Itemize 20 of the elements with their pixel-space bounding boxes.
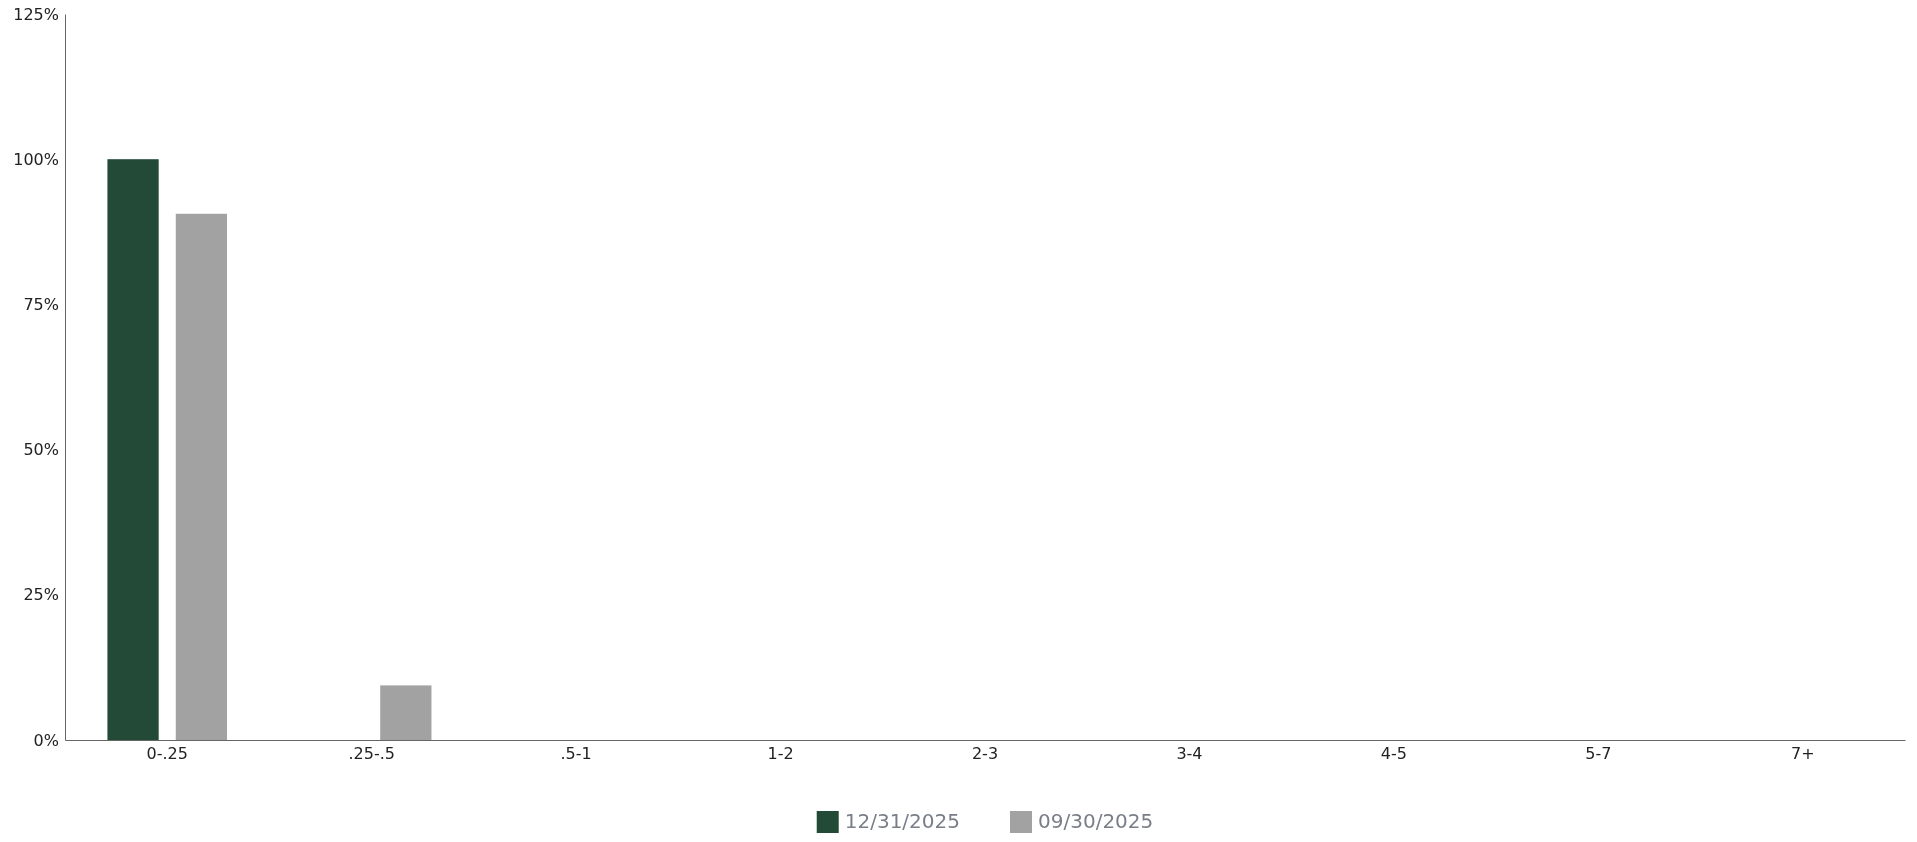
y-tick-label: 100%: [13, 149, 59, 169]
y-tick-label: 25%: [23, 585, 59, 605]
x-tick-label: 3-4: [1176, 744, 1203, 764]
x-tick-label: 4-5: [1380, 744, 1407, 764]
x-tick-label: 0-.25: [146, 744, 188, 764]
legend-label: 12/31/2025: [844, 809, 960, 833]
y-tick-label: 50%: [23, 440, 59, 460]
x-tick-label: .5-1: [560, 744, 592, 764]
bar: [380, 685, 432, 740]
x-tick-label: .25-.5: [348, 744, 395, 764]
x-tick-label: 2-3: [971, 744, 999, 764]
bar: [175, 213, 228, 740]
y-tick-label: 125%: [13, 4, 59, 24]
x-tick-label: 7+: [1790, 744, 1815, 764]
x-tick-label: 1-2: [767, 744, 794, 764]
y-tick-label: 75%: [23, 295, 59, 315]
bar: [107, 159, 159, 740]
y-tick-label: 0%: [33, 730, 59, 750]
x-tick-label: 5-7: [1585, 744, 1612, 764]
legend-label: 09/30/2025: [1038, 809, 1154, 833]
